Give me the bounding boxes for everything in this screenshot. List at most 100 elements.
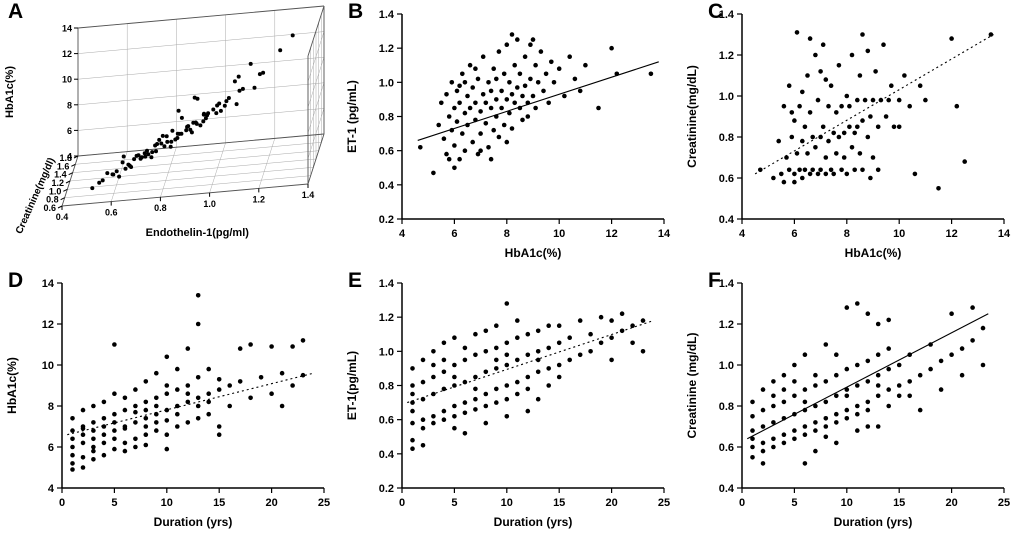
chart-C-scatter: 4 6 8 10 12 14 0.4 0.6 0.8 1.0 1.2 1.4 HbA1c(%) Creat… [685,9,1011,260]
y-tick-label: 1.2 [379,312,394,324]
y-tick-label: 1.0 [719,360,734,372]
x-tick-label: 14 [658,228,671,240]
chart-F-scatter: 0 5 10 15 20 25 0.4 0.6 0.8 1.0 1.2 1.4 Duration (yr… [685,278,1010,529]
plot-area: 0 5 10 15 20 25 0.4 0.6 0.8 1.0 1.2 1.4 Duration (yr… [685,278,1010,529]
x-tick-label: 14 [998,228,1011,240]
y-tick-label: 1.0 [379,77,394,89]
y-tick-label: 1.0 [719,91,734,103]
x-axis-label: HbA1c(%) [505,246,562,260]
y-tick-label: 1.6 [57,161,70,171]
x-tick-label: 10 [501,497,513,509]
panel-letter-A: A [8,0,24,23]
x-tick-label: 25 [658,497,670,509]
box-edge [77,5,325,29]
y-tick-label: 1.4 [379,278,395,290]
y-tick-label: 1.4 [719,9,735,21]
x-tick-label: 4 [739,228,746,240]
y-tick-label: 0.2 [379,214,394,226]
y-tick-label: 6 [48,442,54,454]
z-axis-label: HbA1c(%) [4,66,16,118]
x-tick-label: 12 [945,228,957,240]
chart-B-scatter: 4 6 8 10 12 14 0.2 0.4 0.6 0.8 1.0 1.2 1.4 HbA1c(%) ET… [345,9,671,260]
x-tick-label: 10 [841,497,853,509]
y-tick-label: 0.4 [379,449,395,461]
plot-area: 4 6 8 10 12 14 0.4 0.6 0.8 1.0 1.2 1.4 HbA1c(%) Creat… [685,9,1011,260]
y-tick-label: 1.2 [719,319,734,331]
x-tick-label: 1.0 [203,199,216,209]
box-edge [77,133,325,157]
y-tick-label: 0.8 [379,112,394,124]
panel-D: D 0 5 10 15 20 25 4 6 8 10 12 14 Duration (yrs) HbA1c… [0,269,340,534]
panel-letter-D: D [8,269,24,292]
box-edge [307,5,325,57]
panel-F: F 0 5 10 15 20 25 0.4 0.6 0.8 1.0 1.2 1.4 Duration (… [680,269,1020,534]
box-edge [61,183,309,207]
y-tick-label: 0.4 [719,483,735,495]
y-tick-label: 1.0 [49,186,62,196]
x-axis-label: Duration (yrs) [834,515,913,529]
y-tick-label: 0.4 [379,180,395,192]
trend-line [67,372,314,436]
x-tick-label: 20 [605,497,617,509]
x-axis-label: HbA1c(%) [845,246,902,260]
y-tick-label: 0.4 [719,214,735,226]
panel-B: B 4 6 8 10 12 14 0.2 0.4 0.6 0.8 1.0 1.2 1.4 HbA1c(%)… [340,0,680,267]
panel-E: E 0 5 10 15 20 25 0.2 0.4 0.6 0.8 1.0 1.2 1.4 Duratio… [340,269,680,534]
x-tick-label: 12 [605,228,617,240]
scatter-points [70,293,306,472]
x-tick-label: 0.6 [105,208,118,218]
x-tick-label: 25 [318,497,330,509]
x-tick-label: 0 [399,497,405,509]
trend-line [407,320,654,404]
y-axis-label: HbA1c(%) [5,357,19,414]
plot-area: 0 5 10 15 20 25 0.2 0.4 0.6 0.8 1.0 1.2 1.4 Duration … [345,278,670,529]
x-tick-label: 25 [998,497,1010,509]
panel-letter-F: F [708,269,721,292]
y-tick-label: 0.6 [43,203,56,213]
x-tick-label: 15 [213,497,225,509]
chart-E-scatter: 0 5 10 15 20 25 0.2 0.4 0.6 0.8 1.0 1.2 1.4 Duration … [345,278,670,529]
plot-area: 4 6 8 10 12 14 0.2 0.4 0.6 0.8 1.0 1.2 1.4 HbA1c(%) ET… [345,9,671,260]
y-tick-label: 0.6 [719,173,734,185]
x-tick-label: 1.4 [302,190,315,200]
y-tick-label: 1.0 [379,346,394,358]
z-tick-label: 4 [67,152,72,162]
y-tick-label: 12 [42,319,54,331]
x-tick-label: 1.2 [253,194,266,204]
y-axis-label: ET-1 (pg/mL) [345,80,359,153]
x-tick-label: 4 [399,228,406,240]
y-tick-label: 1.2 [719,50,734,62]
panel-letter-E: E [348,269,363,292]
x-tick-label: 20 [265,497,277,509]
x-tick-label: 0 [59,497,65,509]
x-axis-label: Duration (yrs) [154,515,233,529]
trend-line [746,313,989,440]
y-tick-label: 0.2 [379,483,394,495]
x-tick-label: 8 [844,228,850,240]
scatter-points [410,301,646,451]
chart-D-scatter: 0 5 10 15 20 25 4 6 8 10 12 14 Duration (yrs) HbA1c(%… [5,278,330,529]
panel-A: A 4 6 8 10 12 14 0.6 0.8 1.0 1.2 1.4 1.6 1.8 0.4 0.6 0.… [0,0,340,267]
y-axis-label: Creatinine (mg/dL) [685,332,699,438]
scatter-points [758,30,994,191]
box-edge [307,133,325,185]
x-tick-label: 6 [451,228,457,240]
y-tick-label: 1.4 [719,278,735,290]
x-tick-label: 6 [791,228,797,240]
x-tick-label: 15 [553,497,565,509]
y-tick-label: 1.2 [51,178,64,188]
scatter-points [750,301,986,466]
z-tick-label: 10 [62,75,72,85]
trend-line [417,61,659,141]
x-tick-label: 20 [945,497,957,509]
x-tick-label: 10 [553,228,565,240]
y-tick-label: 4 [48,483,55,495]
y-tick-label: 1.2 [379,43,394,55]
trend-line [754,34,994,175]
x-tick-label: 10 [161,497,173,509]
x-axis-label: Endothelin-1(pg/ml) [146,227,250,239]
z-tick-label: 6 [67,126,72,136]
y-axis-label: ET-1(pg/mL) [345,351,359,420]
panel-letter-B: B [348,0,364,23]
